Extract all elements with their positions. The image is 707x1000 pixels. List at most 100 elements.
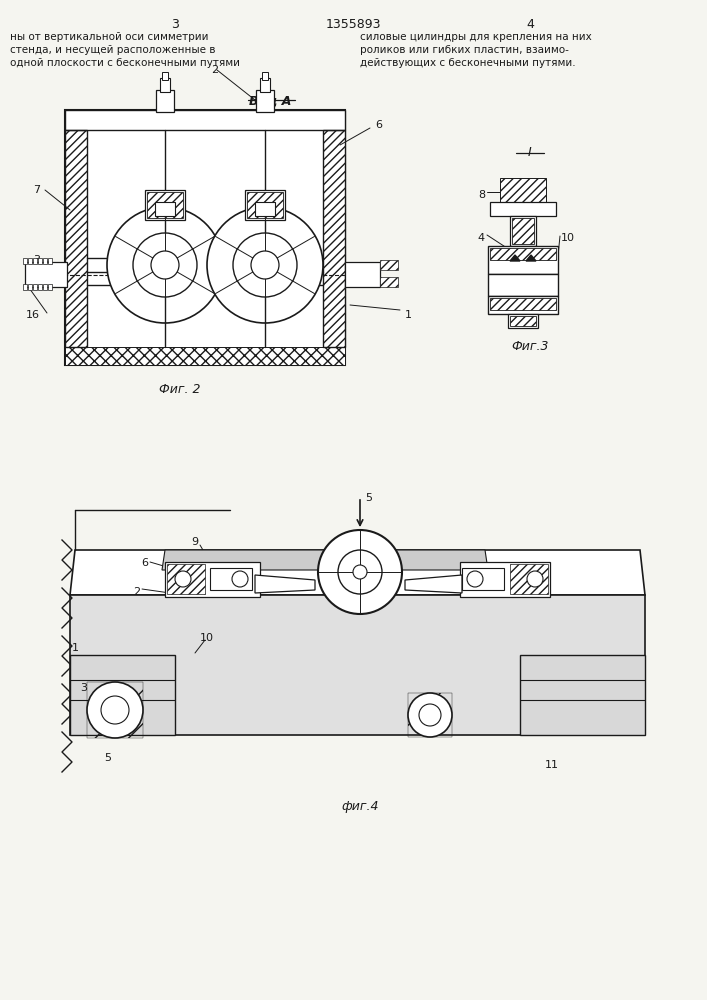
Text: 9: 9 <box>192 537 199 547</box>
Text: 4: 4 <box>478 233 485 243</box>
Circle shape <box>408 693 452 737</box>
Text: 2: 2 <box>133 587 140 597</box>
Bar <box>48 284 52 290</box>
Circle shape <box>233 233 297 297</box>
Text: 10: 10 <box>200 633 214 643</box>
Bar <box>380 277 398 287</box>
Bar <box>43 258 47 264</box>
Bar <box>247 192 283 218</box>
Bar <box>70 655 175 735</box>
Text: I: I <box>187 255 190 265</box>
Bar <box>488 274 558 296</box>
Text: 11: 11 <box>545 760 559 770</box>
Bar <box>23 258 27 264</box>
Text: 2: 2 <box>211 65 218 75</box>
Text: 3: 3 <box>171 18 179 31</box>
Text: 6: 6 <box>141 558 148 568</box>
Bar <box>28 284 32 290</box>
Text: 8: 8 <box>478 190 485 200</box>
Text: 5: 5 <box>365 493 372 503</box>
Text: 8: 8 <box>170 235 177 245</box>
Bar <box>462 568 504 590</box>
Text: Фиг.3: Фиг.3 <box>511 340 549 353</box>
Bar <box>167 564 205 594</box>
Bar <box>210 568 252 590</box>
Circle shape <box>87 682 143 738</box>
Bar <box>33 258 37 264</box>
Bar <box>65 110 345 130</box>
Bar <box>33 284 37 290</box>
Bar <box>520 655 645 735</box>
Bar <box>65 130 87 347</box>
Bar <box>255 202 275 216</box>
Text: роликов или гибких пластин, взаимо-: роликов или гибких пластин, взаимо- <box>360 45 569 55</box>
Bar <box>65 110 345 365</box>
Bar <box>28 258 32 264</box>
Bar <box>147 192 183 218</box>
Text: 5: 5 <box>105 753 112 763</box>
Bar <box>380 260 398 270</box>
Circle shape <box>232 571 248 587</box>
Polygon shape <box>70 550 645 595</box>
Circle shape <box>207 207 323 323</box>
Text: 4: 4 <box>526 18 534 31</box>
Bar <box>510 316 536 326</box>
Bar <box>38 258 42 264</box>
Polygon shape <box>510 255 520 261</box>
Bar <box>160 78 170 92</box>
Circle shape <box>151 251 179 279</box>
Circle shape <box>353 565 367 579</box>
Circle shape <box>419 704 441 726</box>
Circle shape <box>527 571 543 587</box>
Polygon shape <box>405 575 462 593</box>
Bar <box>260 78 270 92</box>
Bar <box>345 262 380 287</box>
Bar <box>262 72 268 80</box>
Text: I: I <box>528 146 532 159</box>
Bar <box>408 693 452 737</box>
Bar <box>65 347 345 365</box>
Bar <box>23 284 27 290</box>
Text: Фиг. 2: Фиг. 2 <box>159 383 201 396</box>
Text: 3: 3 <box>80 683 87 693</box>
Text: 10: 10 <box>561 233 575 243</box>
Bar <box>512 218 534 244</box>
Bar <box>65 130 87 347</box>
Circle shape <box>318 530 402 614</box>
Bar <box>508 314 538 328</box>
Text: одной плоскости с бесконечными путями: одной плоскости с бесконечными путями <box>10 58 240 68</box>
Bar <box>43 284 47 290</box>
Circle shape <box>101 696 129 724</box>
Circle shape <box>175 571 191 587</box>
Bar <box>145 190 185 220</box>
Bar <box>460 562 550 597</box>
Bar <box>38 284 42 290</box>
Bar <box>256 90 274 112</box>
Text: 6: 6 <box>375 120 382 130</box>
Bar <box>323 130 345 347</box>
Polygon shape <box>526 255 536 261</box>
Bar <box>510 216 536 246</box>
Bar <box>25 262 67 287</box>
Circle shape <box>133 233 197 297</box>
Circle shape <box>467 571 483 587</box>
Text: 5: 5 <box>155 310 162 320</box>
Bar <box>500 178 546 202</box>
Polygon shape <box>70 595 645 735</box>
Text: 16: 16 <box>26 310 40 320</box>
Bar <box>245 190 285 220</box>
Text: силовые цилиндры для крепления на них: силовые цилиндры для крепления на них <box>360 32 592 42</box>
Text: Вид A: Вид A <box>249 95 291 108</box>
Polygon shape <box>162 550 488 570</box>
Bar <box>510 564 548 594</box>
Bar <box>490 248 556 260</box>
Polygon shape <box>255 575 315 593</box>
Text: 1355893: 1355893 <box>325 18 381 31</box>
Text: стенда, и несущей расположенные в: стенда, и несущей расположенные в <box>10 45 216 55</box>
Text: 1: 1 <box>72 643 79 653</box>
Bar <box>490 202 556 216</box>
Circle shape <box>251 251 279 279</box>
Circle shape <box>107 207 223 323</box>
Text: фиг.4: фиг.4 <box>341 800 379 813</box>
Text: 3: 3 <box>33 255 40 265</box>
